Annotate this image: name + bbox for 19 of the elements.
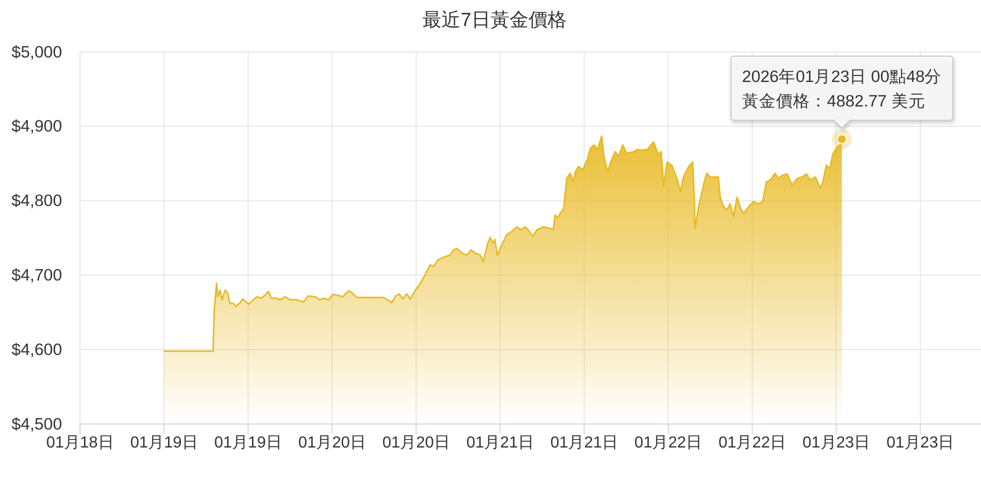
y-tick-label: $4,800 bbox=[12, 192, 62, 210]
y-tick-label: $4,700 bbox=[12, 266, 62, 284]
x-tick-label: 01月21日 bbox=[550, 434, 618, 452]
x-tick-label: 01月19日 bbox=[130, 434, 198, 452]
y-tick-label: $4,600 bbox=[12, 340, 62, 359]
x-tick-label: 01月23日 bbox=[802, 434, 870, 452]
x-tick-label: 01月19日 bbox=[214, 434, 282, 452]
annotation: 2026年01月23日 00點48分黃金價格：4882.77 美元 bbox=[742, 68, 942, 111]
x-tick-label: 01月23日 bbox=[886, 434, 954, 452]
x-tick-label: 01月22日 bbox=[718, 434, 786, 452]
y-tick-label: $4,500 bbox=[12, 415, 62, 434]
y-tick-label: $5,000 bbox=[12, 43, 62, 62]
chart-title: 最近7日黃金價格 bbox=[422, 10, 566, 31]
x-tick-label: 01月21日 bbox=[466, 434, 534, 452]
y-tick-label: $4,900 bbox=[12, 118, 62, 136]
x-tick-label: 01月20日 bbox=[382, 434, 450, 452]
x-tick-label: 01月20日 bbox=[298, 434, 366, 452]
x-tick-label: 01月22日 bbox=[634, 434, 702, 452]
x-tick-label: 01月18日 bbox=[46, 434, 114, 452]
